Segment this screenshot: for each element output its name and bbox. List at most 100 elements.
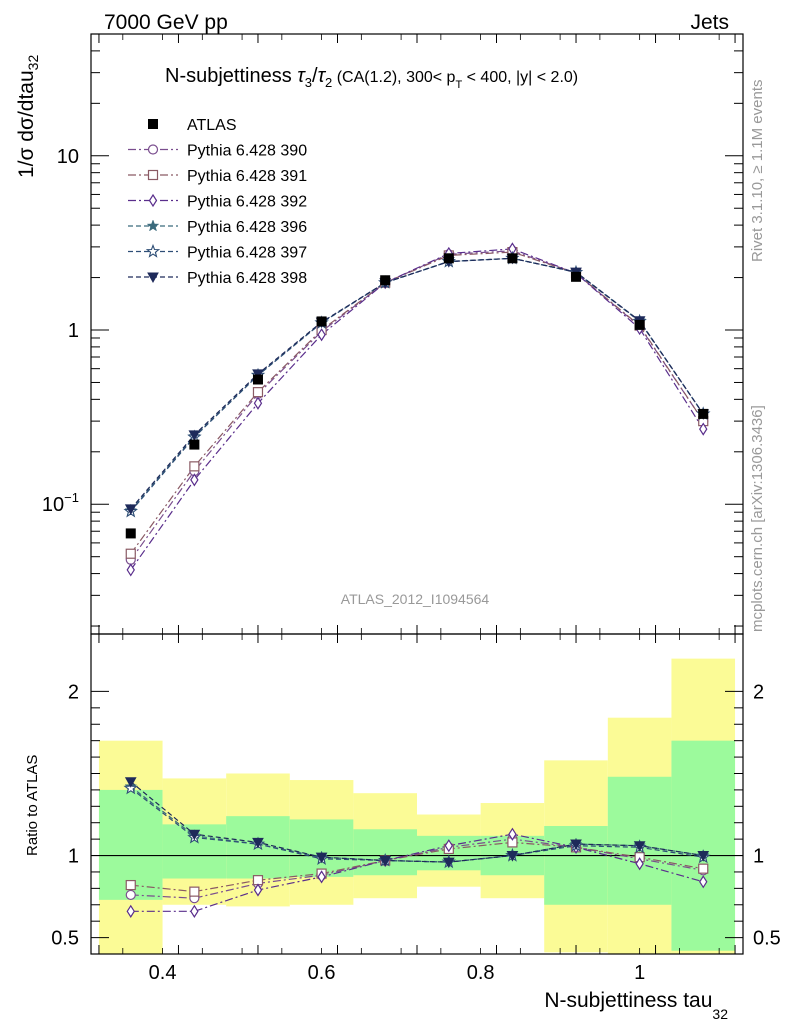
ratio-y-tick-label: 1 <box>68 846 79 868</box>
ratio-line-pythia-6-428-398 <box>130 781 704 863</box>
main-y-tick-label: 10−1 <box>42 490 79 516</box>
main-line-pythia-6-428-398 <box>130 257 704 510</box>
legend-marker-pythia-6-428-390 <box>147 144 159 155</box>
atlas-data-point <box>698 408 709 419</box>
legend-marker-pythia-6-428-396 <box>146 219 160 232</box>
atlas-data-point <box>380 275 391 286</box>
main-point-pythia-6-428-398 <box>124 504 137 515</box>
ratio-point-pythia-6-428-391 <box>698 863 709 874</box>
main-point-pythia-6-428-398 <box>188 430 201 441</box>
main-point-pythia-6-428-392 <box>126 563 135 577</box>
main-point-pythia-6-428-392 <box>253 396 263 410</box>
ratio-y-tick-label: 2 <box>68 681 79 703</box>
ratio-point-pythia-6-428-392 <box>253 883 263 897</box>
ratio-line-pythia-6-428-391 <box>130 841 704 893</box>
ratio-point-pythia-6-428-392 <box>508 827 517 841</box>
main-point-pythia-6-428-392 <box>699 422 708 436</box>
legend-marker-pythia-6-428-398 <box>147 272 159 284</box>
legend-label-pythia-6-428-398: Pythia 6.428 398 <box>187 270 307 287</box>
main-line-pythia-6-428-392 <box>130 248 704 571</box>
main-line-pythia-6-428-396 <box>130 257 704 511</box>
header-category-label: Jets <box>690 11 729 34</box>
atlas-data-point <box>252 374 263 385</box>
ratio-point-pythia-6-428-392 <box>635 857 644 871</box>
main-panel: 10 1 10−1 N-subjettiness τ3/τ2 (CA(1.2), 3… <box>15 33 744 635</box>
x-tick-label: 0.8 <box>467 962 495 984</box>
ratio-point-pythia-6-428-398 <box>570 839 582 851</box>
ratio-series-lines <box>123 777 711 918</box>
atlas-data-point <box>634 319 645 330</box>
ratio-point-pythia-6-428-392 <box>190 904 199 918</box>
ratio-point-pythia-6-428-391 <box>125 879 136 891</box>
atlas-data-points <box>125 253 709 539</box>
chart-title: N-subjettiness τ3/τ2 (CA(1.2), 300< pT <… <box>165 65 578 91</box>
main-y-axis-label: 1/σ dσ/dtau32 <box>15 55 41 178</box>
ratio-point-pythia-6-428-398 <box>442 857 455 869</box>
x-tick-label: 1 <box>634 962 645 984</box>
mcplots-source-label: mcplots.cern.ch [arXiv:1306.3436] <box>749 405 766 632</box>
ratio-point-pythia-6-428-391 <box>252 875 264 886</box>
ratio-point-pythia-6-428-392 <box>444 839 454 853</box>
legend: ATLAS Pythia 6.428 390 Pythia 6.428 391 Pyt… <box>128 117 307 287</box>
atlas-data-point <box>189 439 200 450</box>
ratio-y-axis-label: Ratio to ATLAS <box>24 755 41 856</box>
header-energy-label: 7000 GeV pp <box>104 11 228 34</box>
ratio-point-pythia-6-428-398 <box>379 855 392 867</box>
main-axes: 10 1 10−1 <box>42 33 743 634</box>
atlas-data-point <box>125 528 136 539</box>
main-point-pythia-6-428-391 <box>189 461 200 472</box>
main-line-pythia-6-428-390 <box>130 250 704 561</box>
ratio-line-pythia-6-428-392 <box>130 833 704 912</box>
ratio-band-stat <box>289 819 354 877</box>
ratio-band-stat <box>353 829 417 876</box>
atlas-data-point <box>316 316 327 327</box>
ratio-point-pythia-6-428-392 <box>317 870 326 884</box>
ratio-point-pythia-6-428-398 <box>506 851 519 862</box>
legend-label-pythia-6-428-392: Pythia 6.428 392 <box>187 194 307 211</box>
rivet-version-label: Rivet 3.1.10, ≥ 1.1M events <box>749 80 766 263</box>
legend-label-pythia-6-428-397: Pythia 6.428 397 <box>187 245 307 262</box>
main-point-pythia-6-428-391 <box>252 387 264 398</box>
ratio-y-tick-label-right: 2 <box>753 681 764 703</box>
main-series-lines <box>123 242 711 577</box>
main-line-pythia-6-428-397 <box>130 257 704 512</box>
ratio-band-stat <box>671 740 736 951</box>
ratio-plot-frame <box>90 633 744 955</box>
main-point-pythia-6-428-392 <box>190 473 199 487</box>
ratio-axes: 0.5 0.5 1 1 2 2 0.4 0.6 0.8 1 <box>51 634 781 984</box>
x-tick-label: 0.4 <box>149 962 177 984</box>
ratio-point-pythia-6-428-398 <box>633 841 646 852</box>
main-point-pythia-6-428-391 <box>125 548 136 559</box>
legend-marker-pythia-6-428-392 <box>148 193 158 208</box>
atlas-data-point <box>571 271 582 282</box>
main-y-tick-label: 1 <box>68 320 79 342</box>
atlas-data-point <box>443 253 454 264</box>
ratio-panel: 0.5 0.5 1 1 2 2 0.4 0.6 0.8 1 Ratio to ATLAS N-su… <box>24 633 781 1022</box>
ratio-uncertainty-bands <box>98 658 736 954</box>
main-point-pythia-6-428-398 <box>252 369 264 380</box>
x-tick-label: 0.6 <box>308 962 336 984</box>
ratio-y-tick-label-right: 0.5 <box>753 928 781 950</box>
ratio-point-pythia-6-428-398 <box>188 829 201 841</box>
x-axis-label: N-subjettiness tau32 <box>544 989 728 1022</box>
ratio-point-pythia-6-428-392 <box>699 875 708 889</box>
main-y-tick-label: 10 <box>57 146 79 168</box>
ratio-point-pythia-6-428-392 <box>126 904 135 918</box>
ratio-y-tick-label: 0.5 <box>51 928 79 950</box>
legend-label-pythia-6-428-391: Pythia 6.428 391 <box>187 168 307 185</box>
ratio-point-pythia-6-428-398 <box>252 837 264 849</box>
legend-label-pythia-6-428-390: Pythia 6.428 390 <box>187 143 307 160</box>
legend-label-atlas: ATLAS <box>187 117 237 134</box>
ratio-y-tick-label-right: 1 <box>753 846 764 868</box>
legend-marker-pythia-6-428-391 <box>147 169 159 181</box>
analysis-id-label: ATLAS_2012_I1094564 <box>341 591 490 607</box>
atlas-data-point <box>507 253 518 264</box>
ratio-point-pythia-6-428-391 <box>189 886 200 897</box>
ratio-point-pythia-6-428-398 <box>697 851 710 862</box>
legend-label-pythia-6-428-396: Pythia 6.428 396 <box>187 219 307 236</box>
ratio-line-pythia-6-428-390 <box>130 838 704 899</box>
legend-marker-pythia-6-428-397 <box>145 243 161 258</box>
legend-marker-atlas <box>148 119 158 129</box>
main-line-pythia-6-428-391 <box>130 251 704 555</box>
